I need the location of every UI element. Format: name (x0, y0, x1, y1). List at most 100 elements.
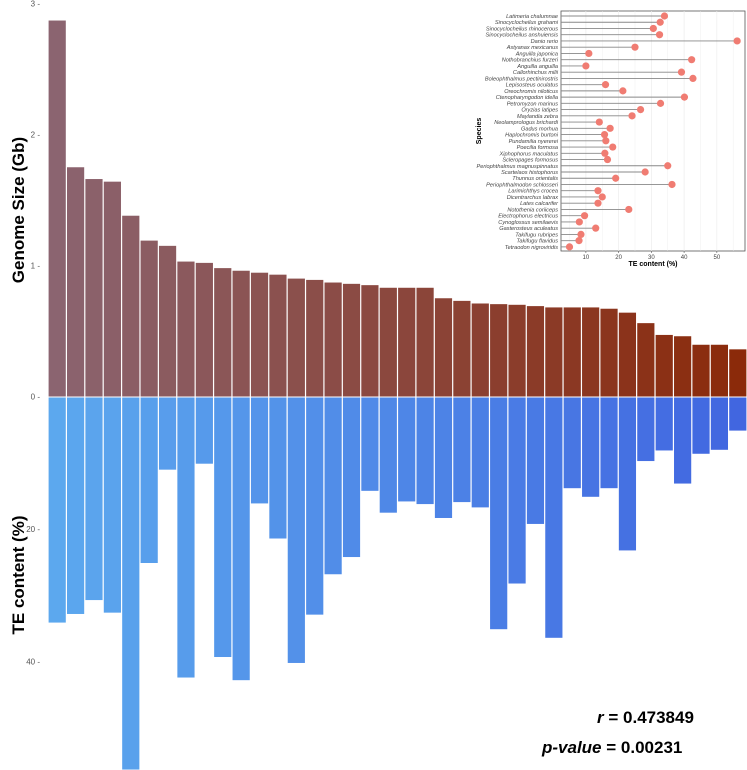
te-content-bar (563, 397, 581, 489)
inset-species-label: Astyanax mexicanus (506, 45, 559, 51)
inset-species-label: Takifugu rubripes (515, 232, 558, 238)
genome-size-bar (361, 285, 379, 397)
inset-lollipop-point (625, 205, 633, 214)
te-content-bar (269, 397, 287, 539)
inset-species-label: Boleophthalmus pectinirostris (485, 76, 558, 82)
te-content-bar (66, 397, 85, 614)
inset-species-label: Sinocyclocheilus anshuiensis (486, 33, 559, 39)
te-content-bar (582, 397, 600, 497)
inset-species-label: Anguilla anguilla (516, 64, 558, 70)
r-value: = 0.473849 (608, 708, 694, 727)
te-content-bar (655, 397, 673, 451)
inset-x-tick-label: 50 (713, 255, 720, 261)
inset-species-label: Lates calcarifer (520, 201, 559, 207)
genome-size-bar (103, 181, 121, 397)
te-content-bar (508, 397, 526, 584)
genome-size-bar (453, 300, 471, 397)
inset-species-label: Dicentrarchus labrax (507, 195, 559, 201)
te-content-bar (195, 397, 213, 464)
inset-species-label: Periophthalmodon schlosseri (486, 182, 559, 188)
genome-size-bar (214, 268, 232, 397)
inset-lollipop-point (655, 31, 664, 39)
te-content-bar (324, 397, 342, 575)
te-content-bar (361, 397, 379, 491)
inset-lollipop-point (631, 43, 639, 51)
genome-size-bar (324, 282, 342, 397)
inset-lollipop-point (656, 99, 665, 107)
genome-size-tick-label: 1 - (31, 262, 41, 271)
te-content-bar (490, 397, 508, 630)
te-content-tick-label: 40 - (26, 657, 40, 666)
inset-lollipop-point (577, 230, 585, 238)
inset-lollipop-point (641, 168, 649, 176)
inset-lollipop-point (677, 68, 686, 76)
main-y-axis-ticks: 1 - 2 - 3 - 0 - 20 - 40 - (26, 0, 40, 666)
te-content-bar (306, 397, 324, 615)
genome-size-bar (563, 307, 581, 397)
genome-size-bar (177, 261, 195, 397)
inset-species-label: Oreochromis niloticus (504, 89, 558, 95)
inset-species-label: Tetraodon nigroviridis (505, 245, 558, 251)
te-content-bar (232, 397, 250, 681)
inset-y-axis-title: Species (476, 118, 483, 145)
inset-species-label: Gadus morhua (521, 126, 558, 132)
te-content-bar (379, 397, 397, 513)
te-content-bar (214, 397, 232, 658)
genome-size-bar (471, 303, 489, 397)
te-content-bar (398, 397, 416, 502)
inset-lollipop-point (600, 130, 609, 139)
te-content-bar (471, 397, 489, 508)
te-content-bar (85, 397, 103, 601)
genome-size-bar (655, 334, 673, 397)
inset-lollipop-point (601, 81, 610, 89)
r-stat: r = 0.473849 (597, 708, 694, 727)
inset-lollipop-point (595, 118, 603, 126)
inset-species-label: Electrophorus electricus (498, 214, 558, 220)
inset-lollipop-point (575, 237, 583, 245)
genome-size-bar (48, 20, 66, 397)
genome-size-bar (416, 287, 434, 397)
inset-species-label: Sinocyclocheilus grahami (495, 20, 559, 26)
inset-lollipop-point (689, 74, 697, 82)
inset-species-label: Nothobranchius furzeri (502, 58, 559, 64)
genome-size-bar (710, 344, 729, 397)
te-content-bar (177, 397, 195, 678)
inset-x-tick-label: 20 (615, 255, 622, 261)
inset-species-label: Thunnus orientalis (512, 176, 558, 182)
p-value: = 0.00231 (606, 738, 682, 757)
te-content-bar (674, 397, 692, 484)
te-content-bar (158, 397, 177, 470)
inset-lollipop-point (636, 106, 645, 114)
genome-size-bar (287, 278, 305, 397)
te-content-bar (729, 397, 747, 431)
inset-lollipop-point (598, 193, 606, 201)
genome-size-bar (269, 274, 287, 397)
genome-size-bar (195, 262, 213, 397)
inset-lollipop-point (609, 143, 617, 151)
inset-grid: 10 20 30 40 50 (569, 11, 734, 261)
genome-size-tick-label: 3 - (31, 0, 41, 9)
inset-lollipop-point (582, 62, 590, 70)
inset-panel (560, 10, 746, 252)
genome-size-bar (379, 287, 397, 397)
inset-lollipop-point (565, 243, 574, 251)
inset-x-tick-label: 10 (583, 255, 590, 261)
inset-species-label: Danio rerio (531, 39, 558, 45)
inset-lollipop-point (575, 218, 583, 226)
te-content-bar (545, 397, 563, 638)
inset-lollipop-point (601, 149, 609, 157)
genome-size-bar (490, 304, 508, 397)
genome-size-bar (250, 272, 269, 397)
inset-species-label: Cynoglossus semilaevis (498, 220, 558, 226)
te-content-bar (250, 397, 269, 504)
genome-size-bar (582, 307, 600, 397)
inset-lollipop-point (594, 199, 602, 207)
genome-size-bar (85, 179, 103, 397)
te-content-bar (618, 397, 637, 551)
inset-x-axis-title: TE content (%) (629, 261, 678, 268)
genome-size-bar (600, 308, 618, 397)
genome-size-tick-label: 2 - (31, 131, 41, 140)
te-content-tick-label: 0 - (31, 393, 41, 402)
inset-species-label: Anguilla japonica (515, 51, 558, 57)
